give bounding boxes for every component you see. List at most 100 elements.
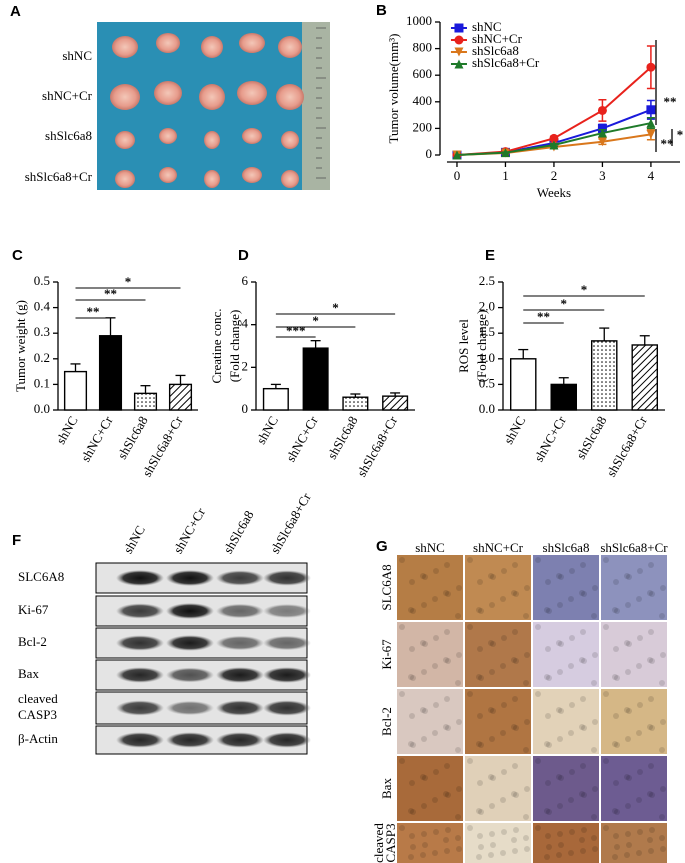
y-tick-label: 400 xyxy=(413,93,433,108)
blot-band xyxy=(263,604,311,618)
ihc-texture xyxy=(603,624,609,630)
ihc-texture xyxy=(432,850,438,856)
marker xyxy=(500,148,510,158)
significance-label: ** xyxy=(104,286,117,301)
ihc-texture xyxy=(511,837,517,843)
ihc-texture xyxy=(409,713,415,719)
legend-label: shSlc6a8 xyxy=(472,43,519,58)
ihc-texture xyxy=(558,775,564,781)
ihc-texture xyxy=(477,579,483,585)
significance-label: * xyxy=(332,300,339,315)
ihc-texture xyxy=(613,780,619,786)
ihc-texture xyxy=(648,848,654,854)
y-tick-label: 0.4 xyxy=(34,299,51,314)
ihc-texture xyxy=(421,669,427,675)
ihc-texture xyxy=(524,719,530,725)
ihc-tile xyxy=(533,823,599,863)
ihc-texture xyxy=(659,613,665,619)
ihc-texture xyxy=(603,758,609,764)
ihc-texture xyxy=(433,702,439,708)
y-axis-label: (Fold change) xyxy=(227,310,242,383)
ihc-texture xyxy=(524,585,530,591)
ihc-texture xyxy=(659,747,665,753)
ihc-texture xyxy=(625,831,631,837)
ihc-texture xyxy=(568,663,574,669)
row-label: Bax xyxy=(18,666,39,681)
x-tick-label: shNC xyxy=(253,413,281,446)
ihc-texture xyxy=(421,736,427,742)
ihc-texture xyxy=(649,658,655,664)
ihc-texture xyxy=(660,652,666,658)
marker xyxy=(597,105,607,115)
ihc-texture xyxy=(399,758,405,764)
ihc-texture xyxy=(556,774,562,780)
ihc-texture xyxy=(443,837,449,843)
x-axis-label: Weeks xyxy=(537,185,571,200)
ihc-texture xyxy=(477,646,483,652)
ihc-texture xyxy=(626,574,632,580)
ihc-tile xyxy=(465,622,531,687)
column-label: shNC xyxy=(415,540,445,555)
panel-letter: G xyxy=(376,538,388,555)
ihc-texture xyxy=(467,691,473,697)
ihc-texture xyxy=(408,808,414,814)
row-label: Bcl-2 xyxy=(18,634,47,649)
ihc-texture xyxy=(649,725,655,731)
ihc-texture xyxy=(456,786,462,792)
lane-label: shNC xyxy=(120,523,148,556)
ihc-texture xyxy=(489,736,495,742)
ihc-texture xyxy=(613,646,619,652)
tumor xyxy=(154,81,182,105)
significance-label: * xyxy=(125,274,132,289)
ihc-texture xyxy=(626,708,632,714)
y-tick-label: 2.0 xyxy=(479,299,495,314)
y-tick-label: 2.5 xyxy=(479,273,495,288)
ihc-texture xyxy=(467,557,473,563)
ihc-texture xyxy=(409,579,415,585)
ihc-texture xyxy=(558,574,564,580)
bar xyxy=(550,383,578,411)
ihc-texture xyxy=(456,846,462,852)
ihc-texture xyxy=(535,758,541,764)
ihc-texture xyxy=(647,791,653,797)
ihc-texture xyxy=(408,741,414,747)
ihc-texture xyxy=(636,663,642,669)
ihc-tile xyxy=(601,689,667,754)
ihc-texture xyxy=(421,831,427,837)
ihc-texture xyxy=(420,707,426,713)
ihc-texture xyxy=(476,741,482,747)
ihc-texture xyxy=(444,848,450,854)
ihc-texture xyxy=(592,846,598,852)
ihc-texture xyxy=(612,741,618,747)
ihc-texture xyxy=(445,827,451,833)
tumor xyxy=(281,131,299,149)
ihc-texture xyxy=(444,763,450,769)
blot-band xyxy=(116,635,164,651)
panel-letter: B xyxy=(376,2,387,19)
tumor xyxy=(199,84,225,110)
x-tick-label: shSlc6a8+Cr xyxy=(354,413,401,479)
ihc-texture xyxy=(501,568,507,574)
ihc-texture xyxy=(511,791,517,797)
ihc-texture xyxy=(614,608,620,614)
ihc-texture xyxy=(489,803,495,809)
ihc-texture xyxy=(410,742,416,748)
row-label: β-Actin xyxy=(18,731,58,746)
ihc-texture xyxy=(488,573,494,579)
ihc-texture xyxy=(660,719,666,725)
ihc-texture xyxy=(488,852,494,858)
ihc-texture xyxy=(476,854,482,860)
ihc-texture xyxy=(581,827,587,833)
y-axis-label: Tumor volume(mm³) xyxy=(386,34,401,144)
ihc-texture xyxy=(511,724,517,730)
ihc-texture xyxy=(535,557,541,563)
tumor xyxy=(237,81,267,105)
ihc-texture xyxy=(523,680,529,686)
blot-band xyxy=(116,732,164,748)
ihc-texture xyxy=(433,769,439,775)
ihc-texture xyxy=(624,852,630,858)
ihc-texture xyxy=(625,602,631,608)
ihc-texture xyxy=(511,590,517,596)
blot-band xyxy=(216,603,264,619)
ihc-texture xyxy=(544,854,550,860)
